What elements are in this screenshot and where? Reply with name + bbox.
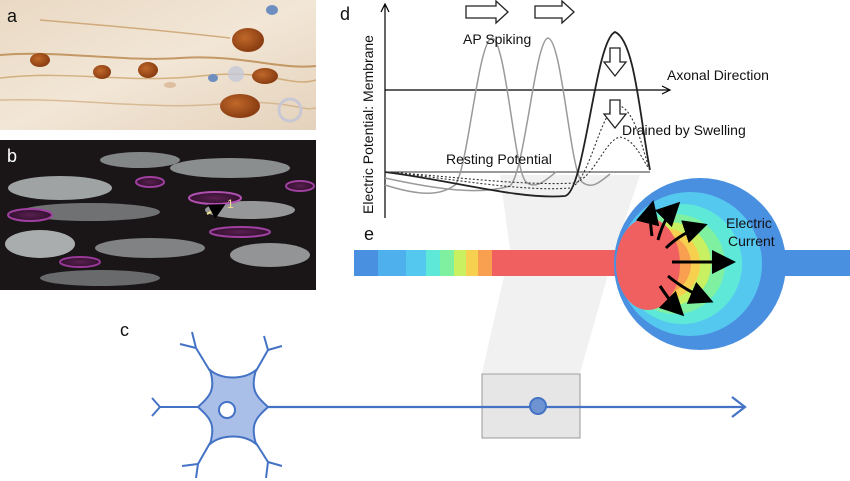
panel-b-image: 1 b: [0, 140, 316, 290]
current-arrow: [667, 274, 714, 304]
y-axis-label: Electric Potential: Membrane: [360, 35, 376, 214]
axon-segment: [426, 250, 440, 276]
panel-e-axon: e Electric Current: [354, 178, 850, 350]
panel-d-letter: d: [340, 4, 350, 24]
spike-curve-main: [384, 31, 651, 198]
panel-c-neuron: c: [120, 320, 747, 479]
axonal-direction-label: Axonal Direction: [667, 67, 769, 83]
axon-segment: [454, 250, 466, 276]
drain-arrow-1: [602, 47, 628, 78]
current-arrow: [654, 201, 681, 241]
spike-curve-2: [384, 37, 611, 192]
drained-by-swelling-label: Drained by Swelling: [622, 122, 746, 138]
panel-d-graph: d AP Spiking Axonal Direction Drained by…: [340, 0, 769, 218]
y-axis-arrow: [380, 2, 390, 13]
axon-core-join: [620, 250, 650, 276]
zoom-cone-lower: [482, 250, 615, 373]
drained-curve-2: [384, 136, 651, 185]
current-arrows: [635, 200, 736, 317]
resting-potential-label: Resting Potential: [446, 151, 552, 167]
axon-segment: [354, 250, 378, 276]
axon-terminal: [731, 396, 747, 418]
spiking-arrow-2: [534, 0, 575, 25]
dendrites: [151, 331, 283, 479]
axon-segment: [478, 250, 492, 276]
ap-spiking-label: AP Spiking: [463, 31, 531, 47]
axon-segment: [406, 250, 426, 276]
electric-label: Electric: [726, 215, 772, 231]
drain-arrow-2: [602, 99, 628, 130]
panel-a-letter: a: [7, 6, 18, 26]
neuron-nucleus: [218, 401, 236, 419]
drained-curve-1: [384, 104, 651, 190]
spiking-arrow-1: [465, 0, 509, 25]
axon-segment: [378, 250, 406, 276]
panel-b-letter: b: [7, 146, 17, 166]
axon-swelling-dot: [529, 397, 547, 415]
current-arrow: [635, 200, 660, 237]
axon-segment: [440, 250, 454, 276]
current-arrow: [664, 220, 708, 250]
current-label: Current: [728, 233, 775, 249]
x-axis-arrow: [661, 85, 672, 95]
panel-b-marker: 1: [227, 197, 234, 211]
axon-segment: [466, 250, 478, 276]
zoom-cone-upper: [500, 175, 640, 250]
panel-a-image: a: [0, 0, 317, 130]
spike-curve-1: [384, 37, 557, 194]
panel-c-letter: c: [120, 320, 129, 340]
current-arrow: [658, 285, 685, 317]
panel-e-letter: e: [364, 224, 374, 244]
